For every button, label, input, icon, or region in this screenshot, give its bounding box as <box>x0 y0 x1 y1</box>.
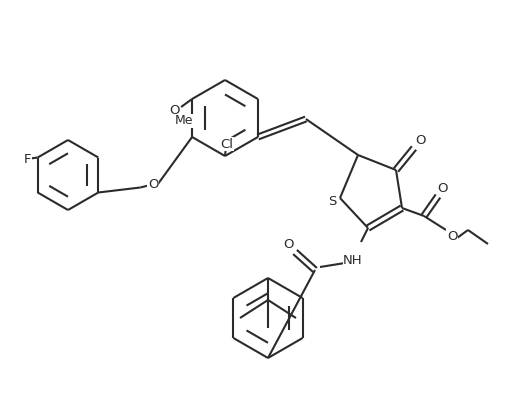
Text: O: O <box>148 178 158 191</box>
Text: Me: Me <box>175 115 193 128</box>
Text: O: O <box>447 229 457 243</box>
Text: F: F <box>24 153 31 166</box>
Text: O: O <box>415 133 425 146</box>
Text: O: O <box>283 238 293 251</box>
Text: Cl: Cl <box>221 138 233 151</box>
Text: O: O <box>438 181 448 194</box>
Text: NH: NH <box>343 254 363 266</box>
Text: S: S <box>328 194 336 208</box>
Text: O: O <box>169 105 179 118</box>
